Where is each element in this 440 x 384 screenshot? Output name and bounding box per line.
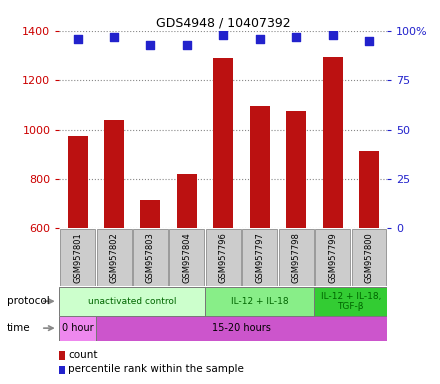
Bar bbox=[169, 229, 204, 286]
Text: time: time bbox=[7, 323, 30, 333]
Bar bbox=[213, 58, 233, 228]
Point bbox=[74, 36, 81, 42]
Bar bbox=[315, 229, 350, 286]
Text: 0 hour: 0 hour bbox=[62, 323, 93, 333]
Bar bbox=[96, 316, 387, 341]
Bar bbox=[96, 229, 132, 286]
Text: GSM957801: GSM957801 bbox=[73, 232, 82, 283]
Bar bbox=[60, 229, 95, 286]
Bar bbox=[323, 57, 343, 228]
Bar bbox=[177, 174, 197, 228]
Text: count: count bbox=[68, 350, 98, 360]
Bar bbox=[359, 151, 379, 228]
Point bbox=[366, 38, 373, 44]
Text: IL-12 + IL-18,
TGF-β: IL-12 + IL-18, TGF-β bbox=[321, 291, 381, 311]
Bar bbox=[250, 106, 270, 228]
Text: GSM957798: GSM957798 bbox=[292, 232, 301, 283]
Text: GSM957797: GSM957797 bbox=[255, 232, 264, 283]
Text: IL-12 + IL-18: IL-12 + IL-18 bbox=[231, 297, 289, 306]
Text: GSM957800: GSM957800 bbox=[364, 232, 374, 283]
Text: GSM957803: GSM957803 bbox=[146, 232, 155, 283]
Bar bbox=[352, 229, 386, 286]
Bar bbox=[133, 229, 168, 286]
Text: unactivated control: unactivated control bbox=[88, 297, 176, 306]
Point bbox=[110, 33, 117, 40]
Bar bbox=[286, 111, 306, 228]
Text: GSM957802: GSM957802 bbox=[110, 232, 118, 283]
Bar bbox=[242, 229, 277, 286]
Point bbox=[256, 36, 263, 42]
Point bbox=[220, 31, 227, 38]
Text: GSM957804: GSM957804 bbox=[182, 232, 191, 283]
Point bbox=[329, 31, 336, 38]
Title: GDS4948 / 10407392: GDS4948 / 10407392 bbox=[156, 17, 290, 30]
Point bbox=[147, 41, 154, 48]
Text: protocol: protocol bbox=[7, 296, 49, 306]
Bar bbox=[59, 287, 205, 316]
Bar bbox=[206, 229, 241, 286]
Text: percentile rank within the sample: percentile rank within the sample bbox=[68, 364, 244, 374]
Text: GSM957799: GSM957799 bbox=[328, 232, 337, 283]
Text: 15-20 hours: 15-20 hours bbox=[212, 323, 271, 333]
Bar bbox=[205, 287, 314, 316]
Bar bbox=[140, 200, 161, 228]
Bar bbox=[314, 287, 387, 316]
Bar bbox=[279, 229, 314, 286]
Bar bbox=[68, 136, 88, 228]
Text: GSM957796: GSM957796 bbox=[219, 232, 228, 283]
Point bbox=[183, 41, 191, 48]
Point bbox=[293, 33, 300, 40]
Bar bbox=[59, 316, 96, 341]
Bar bbox=[104, 120, 124, 228]
